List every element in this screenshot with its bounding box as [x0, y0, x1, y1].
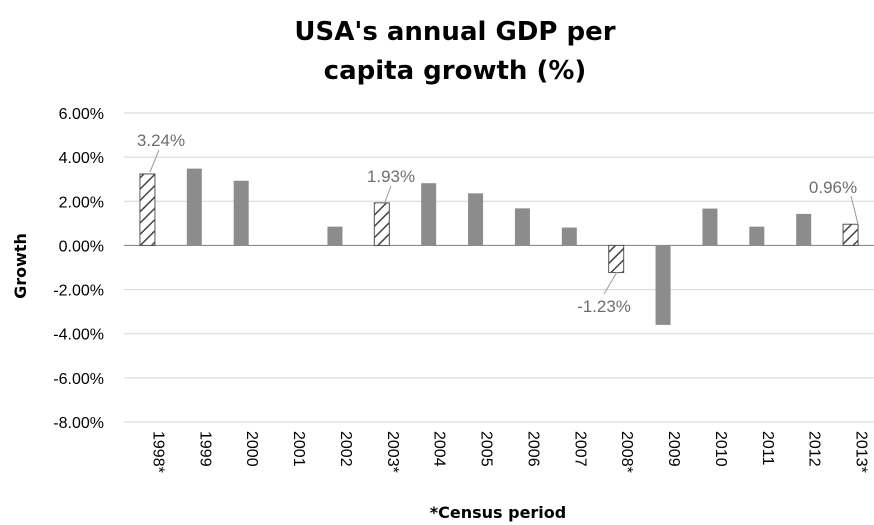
x-tick-label: 2008* — [618, 431, 635, 473]
bar-census-1998 — [139, 173, 156, 246]
bar-census-2013 — [842, 223, 859, 246]
x-tick-label: 2009 — [665, 431, 682, 467]
x-tick-label: 2006 — [524, 431, 541, 467]
chart-title-line-2: capita growth (%) — [324, 56, 587, 86]
data-label-leader — [149, 149, 160, 173]
y-tick-label: -4.00% — [53, 327, 104, 344]
data-label-leader — [850, 195, 859, 225]
x-axis-ticks: 1998* 1999 2000 2001 2002 2003* 2004 2005 2006 20… — [149, 431, 869, 473]
data-label: 3.24% — [137, 131, 185, 150]
bar-2009 — [655, 245, 671, 325]
data-label: 1.93% — [367, 167, 415, 186]
x-axis-label: *Census period — [430, 503, 566, 522]
y-tick-label: -2.00% — [53, 283, 104, 300]
x-tick-label: 2003* — [384, 431, 401, 473]
data-label: -1.23% — [577, 297, 631, 316]
x-tick-label: 2010 — [712, 431, 729, 467]
x-tick-label: 1999 — [196, 431, 213, 467]
y-tick-label: 6.00% — [59, 106, 104, 123]
y-tick-label: 2.00% — [59, 194, 104, 211]
x-tick-label: 1998* — [149, 431, 166, 473]
x-tick-label: 2004 — [431, 431, 448, 467]
bar-2006 — [514, 208, 530, 246]
bar-census-2008 — [608, 244, 625, 274]
data-label-leader — [384, 185, 392, 203]
chart-title-line-1: USA's annual GDP per — [294, 17, 615, 47]
bars — [139, 168, 859, 325]
bar-2012 — [796, 213, 812, 246]
bar-2010 — [702, 208, 718, 246]
bar-2007 — [561, 227, 577, 246]
bar-2005 — [468, 193, 484, 246]
x-tick-label: 2001 — [290, 431, 307, 467]
bar-2011 — [749, 226, 765, 246]
x-tick-label: 2012 — [806, 431, 823, 467]
y-axis-ticks: 6.00% 4.00% 2.00% 0.00% -2.00% -4.00% -6.00% -8… — [53, 106, 104, 432]
y-tick-label: 0.00% — [59, 238, 104, 255]
x-tick-label: 2013* — [853, 431, 870, 473]
bar-census-2003 — [373, 202, 390, 246]
y-axis-label: Growth — [11, 233, 30, 299]
x-tick-label: 2000 — [243, 431, 260, 467]
x-tick-label: 2002 — [337, 431, 354, 467]
data-labels: 3.24% 1.93% -1.23% 0.96% — [137, 131, 859, 316]
y-tick-label: -8.00% — [53, 415, 104, 432]
y-tick-label: -6.00% — [53, 371, 104, 388]
x-tick-label: 2011 — [759, 431, 776, 466]
bar-2004 — [421, 183, 437, 246]
bar-2002 — [327, 226, 343, 246]
gridlines — [124, 112, 874, 423]
bar-1999 — [186, 168, 202, 246]
data-label: 0.96% — [809, 178, 857, 197]
y-tick-label: 4.00% — [59, 150, 104, 167]
x-tick-label: 2007 — [571, 431, 588, 467]
bar-2000 — [233, 180, 249, 246]
x-tick-label: 2005 — [478, 431, 495, 467]
data-label-leader — [603, 271, 618, 295]
